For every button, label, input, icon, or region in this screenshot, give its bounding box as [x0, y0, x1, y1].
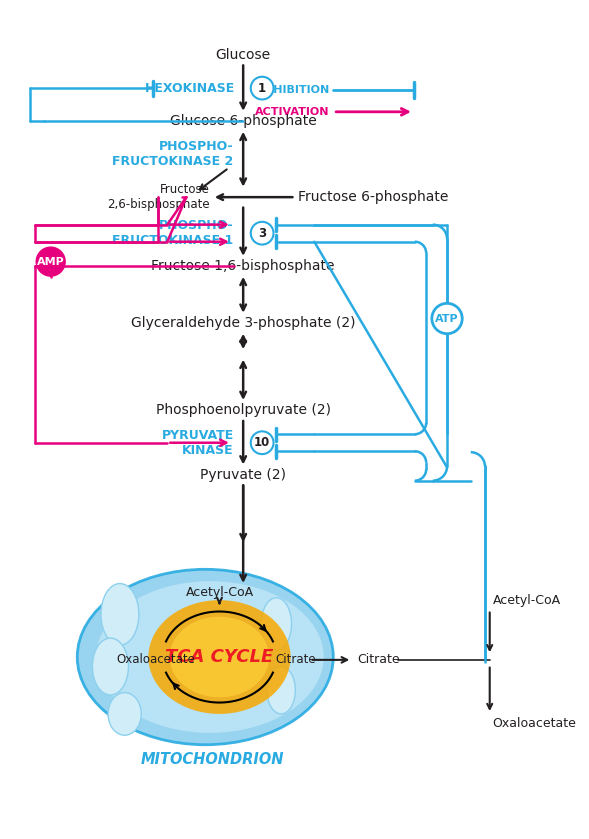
Text: ATP: ATP [435, 314, 459, 324]
Ellipse shape [77, 570, 333, 745]
Text: HEXOKINASE: HEXOKINASE [145, 81, 236, 95]
Text: PHOSPHO-
FRUCTOKINASE 1: PHOSPHO- FRUCTOKINASE 1 [112, 219, 234, 248]
Text: 1: 1 [258, 81, 266, 95]
Text: 10: 10 [254, 436, 270, 449]
Ellipse shape [148, 600, 290, 714]
Text: PHOSPHO-
FRUCTOKINASE 2: PHOSPHO- FRUCTOKINASE 2 [112, 140, 234, 169]
Ellipse shape [267, 666, 295, 714]
Text: MITOCHONDRION: MITOCHONDRION [141, 752, 284, 767]
Text: Oxaloacetate: Oxaloacetate [117, 654, 196, 666]
Text: ACTIVATION: ACTIVATION [255, 107, 329, 117]
Ellipse shape [261, 597, 292, 650]
Text: Phosphoenolpyruvate (2): Phosphoenolpyruvate (2) [155, 404, 330, 418]
Ellipse shape [92, 638, 128, 695]
Ellipse shape [170, 617, 269, 697]
Text: Fructose 1,6-bisphosphate: Fructose 1,6-bisphosphate [151, 259, 335, 274]
Text: TCA CYCLE: TCA CYCLE [166, 648, 274, 666]
Text: Glucose: Glucose [216, 48, 271, 62]
Text: Fructose
2,6-bisphosphate: Fructose 2,6-bisphosphate [107, 183, 210, 211]
Ellipse shape [101, 584, 139, 645]
Ellipse shape [96, 581, 324, 733]
Circle shape [251, 431, 273, 454]
Circle shape [251, 76, 273, 100]
Circle shape [251, 221, 273, 244]
Text: Glyceraldehyde 3-phosphate (2): Glyceraldehyde 3-phosphate (2) [131, 316, 355, 331]
Circle shape [35, 247, 66, 277]
Text: Citrate: Citrate [275, 654, 316, 666]
Circle shape [432, 304, 462, 334]
Text: PYRUVATE
KINASE: PYRUVATE KINASE [161, 429, 234, 456]
Ellipse shape [108, 692, 141, 735]
Text: Oxaloacetate: Oxaloacetate [492, 717, 577, 730]
Text: Citrate: Citrate [357, 654, 399, 666]
Text: Acetyl-CoA: Acetyl-CoA [492, 594, 561, 607]
Text: INHIBITION: INHIBITION [260, 85, 329, 95]
Text: AMP: AMP [37, 257, 65, 267]
Text: Fructose 6-phosphate: Fructose 6-phosphate [298, 190, 449, 204]
Text: Acetyl-CoA: Acetyl-CoA [186, 586, 253, 599]
Text: 3: 3 [258, 227, 266, 240]
Text: Pyruvate (2): Pyruvate (2) [200, 468, 286, 482]
Text: Glucose 6-phosphate: Glucose 6-phosphate [170, 114, 316, 128]
